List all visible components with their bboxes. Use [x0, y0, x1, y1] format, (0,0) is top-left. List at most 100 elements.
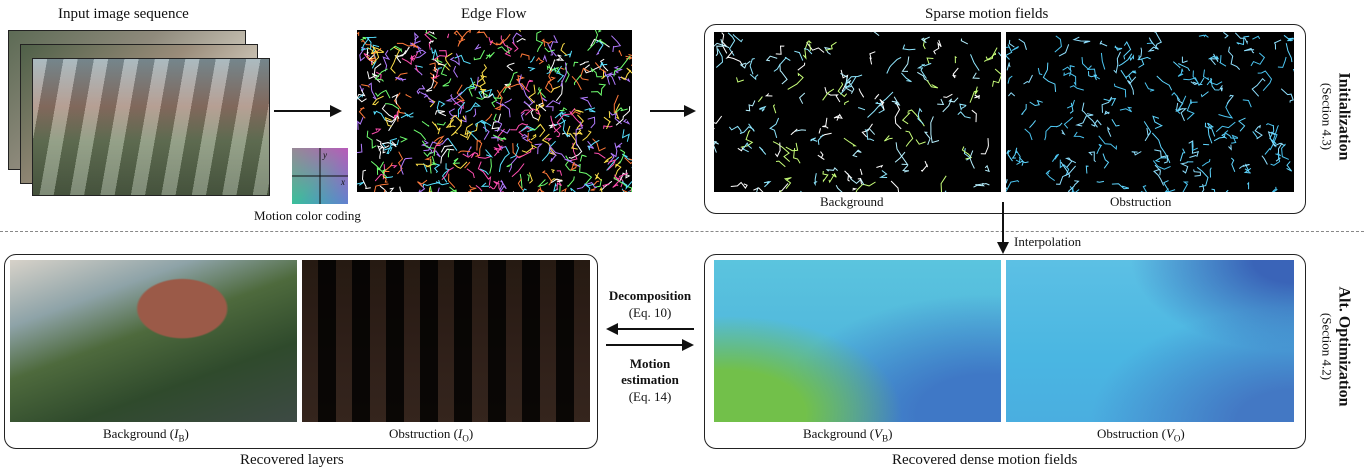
edge-stroke [415, 49, 427, 59]
edge-stroke [1054, 35, 1062, 53]
edge-stroke [835, 184, 843, 192]
edge-stroke [926, 79, 939, 89]
edge-stroke [587, 139, 600, 151]
edge-stroke [785, 142, 799, 152]
sparse-background-image [714, 32, 1001, 192]
edge-stroke [428, 40, 434, 44]
edge-stroke [512, 32, 522, 45]
edge-stroke [494, 120, 503, 132]
edge-stroke [1128, 70, 1137, 76]
edge-stroke [1123, 41, 1132, 60]
edge-stroke [1287, 37, 1294, 42]
edge-stroke [385, 175, 394, 179]
edge-stroke [365, 36, 377, 50]
edge-stroke [555, 80, 563, 102]
edge-stroke [453, 100, 464, 109]
edge-stroke [576, 182, 597, 190]
edge-stroke [1141, 56, 1151, 60]
edge-stroke [542, 54, 548, 62]
edge-stroke [1243, 47, 1255, 54]
edge-stroke [1192, 70, 1199, 84]
edge-stroke [1271, 186, 1278, 192]
edge-stroke [926, 57, 934, 65]
edge-stroke [1086, 65, 1101, 80]
edge-stroke [479, 120, 487, 133]
edge-stroke [1114, 45, 1123, 51]
edge-stroke [728, 125, 742, 134]
edge-stroke [772, 104, 777, 114]
edge-stroke [433, 144, 441, 152]
edge-stroke [1153, 168, 1165, 186]
edge-stroke [394, 50, 407, 64]
input-sequence-title: Input image sequence [58, 6, 189, 22]
initialization-title: Initialization [1335, 72, 1353, 161]
edge-stroke [474, 76, 479, 91]
edge-stroke [376, 139, 386, 154]
edge-stroke [479, 74, 487, 88]
edge-stroke [429, 62, 437, 71]
edge-stroke [495, 101, 511, 118]
edge-stroke [1063, 72, 1077, 87]
edge-stroke [538, 102, 547, 112]
layer-bg-close: ) [184, 426, 189, 441]
edge-stroke [570, 110, 581, 116]
edge-stroke [1190, 81, 1199, 86]
layer-ob-caption: Obstruction (IO) [389, 426, 473, 447]
edge-stroke [878, 91, 894, 114]
color-axis-x: x [340, 177, 345, 187]
edge-stroke [413, 129, 427, 141]
edge-stroke [1063, 116, 1074, 129]
edge-stroke [611, 35, 622, 53]
layer-bg-caption-text: Background ( [103, 426, 175, 441]
edge-stroke [401, 50, 419, 66]
edge-stroke [787, 72, 804, 90]
interpolation-label: Interpolation [1014, 234, 1082, 249]
layers-panel [4, 254, 598, 449]
edge-stroke [969, 86, 979, 103]
edge-stroke [942, 97, 959, 113]
dense-panel [704, 254, 1306, 449]
edge-stroke [779, 63, 788, 85]
edge-stroke [1281, 143, 1289, 160]
edge-stroke [970, 54, 980, 71]
edge-stroke [779, 183, 789, 192]
edge-stroke [491, 39, 505, 46]
edge-stroke [539, 91, 544, 107]
edge-stroke [395, 77, 407, 82]
edge-stroke [464, 161, 471, 169]
edge-stroke [420, 91, 429, 98]
edge-stroke [714, 115, 723, 130]
dense-bg-sub: B [882, 433, 889, 444]
edge-stroke [749, 73, 759, 81]
edge-stroke [424, 30, 432, 50]
edge-stroke [844, 100, 850, 105]
edge-stroke [839, 74, 863, 95]
edge-stroke [433, 50, 448, 61]
edge-stroke [772, 141, 791, 162]
edge-stroke [393, 92, 402, 110]
edge-stroke [714, 42, 730, 49]
edge-stroke [361, 39, 373, 48]
edge-stroke [1113, 51, 1121, 74]
layer-ob-caption-text: Obstruction ( [389, 426, 458, 441]
edge-stroke [1006, 149, 1013, 162]
edge-stroke [1236, 35, 1250, 46]
edge-stroke [603, 156, 613, 164]
edge-stroke [1270, 152, 1281, 166]
edge-stroke [1103, 98, 1117, 107]
edge-stroke [437, 67, 443, 70]
edge-stroke [550, 115, 561, 138]
layer-bg-var: I [174, 426, 179, 441]
edge-stroke [587, 116, 596, 129]
edge-stroke [508, 155, 519, 173]
edge-stroke [500, 35, 513, 57]
edge-stroke [357, 89, 367, 103]
edge-stroke [1292, 68, 1294, 72]
edge-stroke [537, 186, 545, 192]
edge-stroke [1198, 77, 1205, 86]
edge-stroke [714, 141, 719, 153]
edge-stroke [1206, 78, 1223, 86]
edge-stroke [915, 139, 926, 145]
edge-stroke [384, 116, 392, 127]
edge-stroke [549, 144, 557, 163]
